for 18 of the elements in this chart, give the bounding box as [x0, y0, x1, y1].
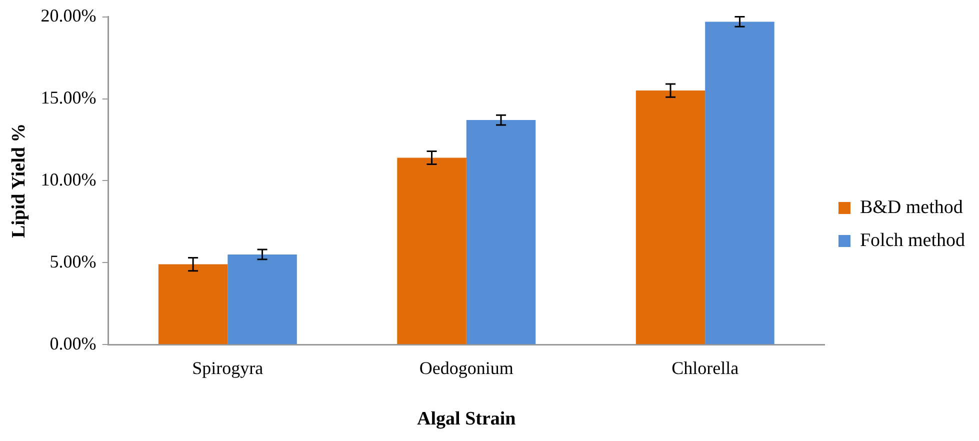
- legend-label: Folch method: [860, 230, 966, 251]
- bar: [158, 264, 228, 344]
- x-tick-label: Oedogonium: [419, 358, 514, 378]
- bar: [466, 120, 536, 344]
- bar: [636, 90, 706, 344]
- legend-label: B&D method: [860, 196, 964, 218]
- bar: [397, 158, 466, 344]
- y-tick-label: 0.00%: [50, 333, 96, 354]
- y-tick-label: 15.00%: [40, 87, 96, 108]
- bar: [705, 22, 774, 344]
- y-tick-label: 10.00%: [40, 169, 96, 190]
- bar: [228, 254, 297, 344]
- y-tick-label: 5.00%: [50, 251, 96, 272]
- x-axis-title: Algal Strain: [417, 408, 516, 430]
- y-axis-title: Lipid Yield %: [8, 123, 30, 238]
- y-tick-label: 20.00%: [40, 6, 96, 26]
- x-tick-label: Chlorella: [672, 358, 739, 378]
- x-tick-label: Spirogyra: [192, 358, 264, 378]
